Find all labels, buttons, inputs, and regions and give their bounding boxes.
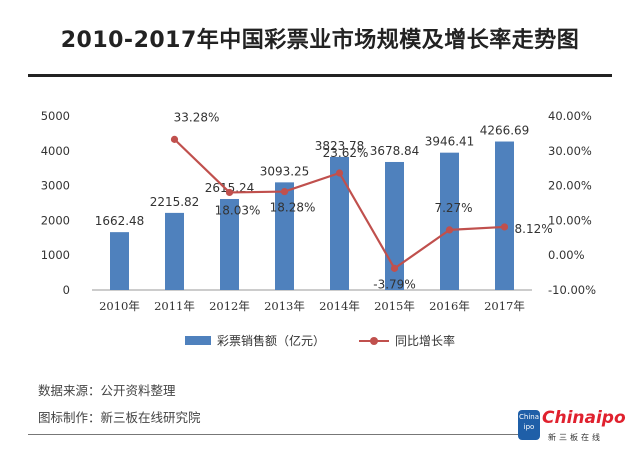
bar bbox=[220, 198, 239, 290]
x-tick-label: 2015年 bbox=[374, 299, 415, 313]
x-tick-label: 2017年 bbox=[484, 299, 525, 313]
data-source-text: 数据来源：公开资料整理 bbox=[38, 383, 176, 398]
growth-point bbox=[225, 188, 234, 197]
chart-title: 2010-2017年中国彩票业市场规模及增长率走势图 bbox=[60, 28, 580, 53]
line-data-label: 7.27% bbox=[434, 201, 472, 215]
y-right-tick-label: 10.00% bbox=[548, 213, 592, 227]
line-data-label: -3.79% bbox=[373, 277, 415, 291]
bar-data-label: 2215.82 bbox=[150, 195, 200, 209]
y-right-tick-label: 20.00% bbox=[548, 179, 592, 193]
legend-bar-swatch bbox=[184, 336, 211, 345]
line-data-label: 18.28% bbox=[270, 201, 316, 215]
growth-point bbox=[500, 223, 509, 231]
legend-item-sales: 彩票销售额（亿元） bbox=[184, 332, 325, 349]
y-left-tick-label: 5000 bbox=[41, 109, 70, 123]
growth-point bbox=[170, 135, 179, 143]
y-left-tick-label: 2000 bbox=[41, 213, 70, 227]
x-tick-label: 2014年 bbox=[319, 299, 360, 313]
y-right-tick-label: 30.00% bbox=[548, 144, 592, 158]
bar bbox=[275, 182, 294, 290]
logo-wordmark: Chinaipo bbox=[542, 408, 626, 428]
bar-data-label: 4266.69 bbox=[480, 124, 530, 138]
line-data-label: 18.03% bbox=[215, 203, 261, 217]
combo-chart: 0 1000 2000 3000 4000 5000 -10.00% 0.00% 10.00% 2… bbox=[41, 109, 596, 313]
legend-line-swatch bbox=[359, 336, 389, 346]
y-right-tick-label: 0.00% bbox=[548, 248, 585, 262]
x-tick-label: 2011年 bbox=[154, 299, 195, 313]
line-data-label: 8.12% bbox=[515, 222, 553, 236]
bar-data-label: 3093.25 bbox=[260, 164, 310, 178]
line-data-label: 23.62% bbox=[323, 146, 369, 160]
y-right-tick-label: -10.00% bbox=[548, 283, 596, 297]
y-left-tick-label: 1000 bbox=[41, 248, 70, 262]
x-tick-label: 2013年 bbox=[264, 299, 305, 313]
footer-divider bbox=[28, 434, 518, 435]
title-divider bbox=[28, 74, 612, 77]
growth-point bbox=[335, 169, 344, 177]
growth-point bbox=[445, 226, 454, 234]
legend-label-sales: 彩票销售额（亿元） bbox=[216, 334, 325, 348]
y-left-tick-label: 4000 bbox=[41, 144, 70, 158]
y-left-tick-label: 0 bbox=[63, 283, 70, 297]
growth-point bbox=[390, 264, 399, 272]
x-tick-label: 2010年 bbox=[99, 299, 140, 313]
bar-data-label: 3678.84 bbox=[370, 144, 420, 158]
chart-legend: 彩票销售额（亿元） 同比增长率 bbox=[0, 332, 640, 349]
bar bbox=[330, 156, 349, 290]
line-data-label: 33.28% bbox=[174, 110, 220, 124]
bar bbox=[440, 152, 459, 290]
logo-badge: China ipo bbox=[518, 410, 540, 440]
y-right-tick-label: 40.00% bbox=[548, 109, 592, 123]
legend-item-growth: 同比增长率 bbox=[359, 332, 455, 349]
bar-data-label: 1662.48 bbox=[95, 214, 145, 228]
legend-label-growth: 同比增长率 bbox=[395, 334, 456, 348]
x-tick-label: 2016年 bbox=[429, 299, 470, 313]
chart-maker-text: 图标制作：新三板在线研究院 bbox=[38, 410, 201, 425]
chinaipo-logo: China ipo Chinaipo 新三板在线 bbox=[518, 402, 626, 458]
bar bbox=[165, 212, 184, 290]
logo-subtitle: 新三板在线 bbox=[548, 433, 603, 442]
bar bbox=[495, 141, 514, 290]
bar-data-label: 3823.78 bbox=[315, 139, 365, 153]
y-left-tick-label: 3000 bbox=[41, 179, 70, 193]
bar-data-label: 3946.41 bbox=[425, 135, 475, 149]
x-tick-label: 2012年 bbox=[209, 299, 250, 313]
bar bbox=[110, 232, 129, 290]
growth-point bbox=[280, 187, 289, 196]
